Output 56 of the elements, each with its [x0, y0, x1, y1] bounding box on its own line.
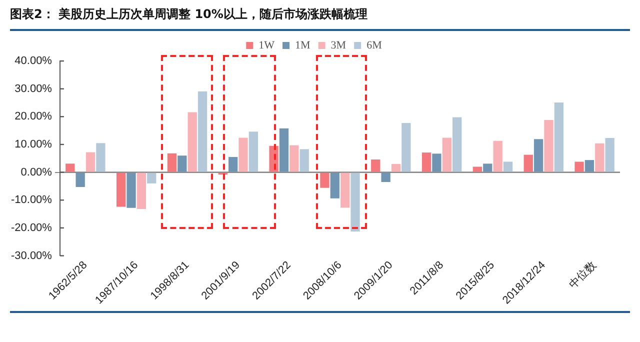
bar	[228, 156, 238, 172]
y-tick-label: 20.00%	[14, 110, 52, 123]
bar	[340, 172, 350, 208]
legend-label: 1W	[258, 39, 276, 52]
bar	[534, 139, 544, 172]
bar	[198, 91, 208, 172]
y-tick-label: 30.00%	[14, 82, 52, 95]
x-tick-label: 中位数	[566, 258, 599, 292]
bar	[66, 164, 75, 172]
bar	[279, 128, 289, 172]
bar	[96, 143, 106, 172]
bar	[422, 152, 432, 172]
bar	[300, 149, 309, 172]
bar	[116, 172, 126, 207]
bar	[136, 172, 146, 209]
bar	[371, 159, 380, 172]
bar	[330, 172, 340, 198]
bar	[442, 138, 452, 172]
bar	[290, 145, 299, 172]
bar	[86, 152, 96, 172]
bar	[320, 172, 330, 188]
y-tick-label: -10.00%	[10, 194, 52, 206]
bar	[595, 143, 604, 172]
bar	[472, 166, 482, 172]
bar	[76, 172, 85, 188]
bar	[432, 154, 442, 172]
chart-title: 图表2： 美股历史上历次单周调整 10%以上，随后市场涨跌幅梳理	[10, 6, 630, 31]
bar	[178, 156, 187, 172]
bar	[147, 172, 156, 184]
legend-label: 3M	[330, 39, 346, 52]
y-tick-label: -20.00%	[10, 222, 52, 234]
y-tick-label: 10.00%	[14, 138, 52, 150]
bar	[402, 123, 411, 172]
legend-label: 1M	[295, 39, 311, 52]
y-tick-label: 40.00%	[14, 55, 52, 68]
bar	[381, 172, 390, 182]
bar	[238, 138, 248, 172]
y-tick-label: 0.00%	[20, 166, 52, 178]
bar	[544, 120, 554, 172]
bar	[574, 162, 584, 172]
bar	[391, 164, 401, 172]
bar	[524, 154, 533, 172]
bar	[452, 117, 462, 172]
bar	[584, 160, 594, 172]
bar	[503, 162, 513, 172]
bar	[483, 164, 492, 172]
y-tick-label: -30.00%	[10, 250, 52, 262]
bar	[167, 153, 177, 172]
bar	[605, 138, 614, 172]
legend-label: 6M	[366, 39, 382, 52]
bar	[554, 102, 564, 172]
bar	[126, 172, 136, 208]
bar	[188, 112, 197, 172]
bar	[350, 172, 360, 232]
bar	[493, 140, 502, 172]
bar	[248, 132, 258, 172]
